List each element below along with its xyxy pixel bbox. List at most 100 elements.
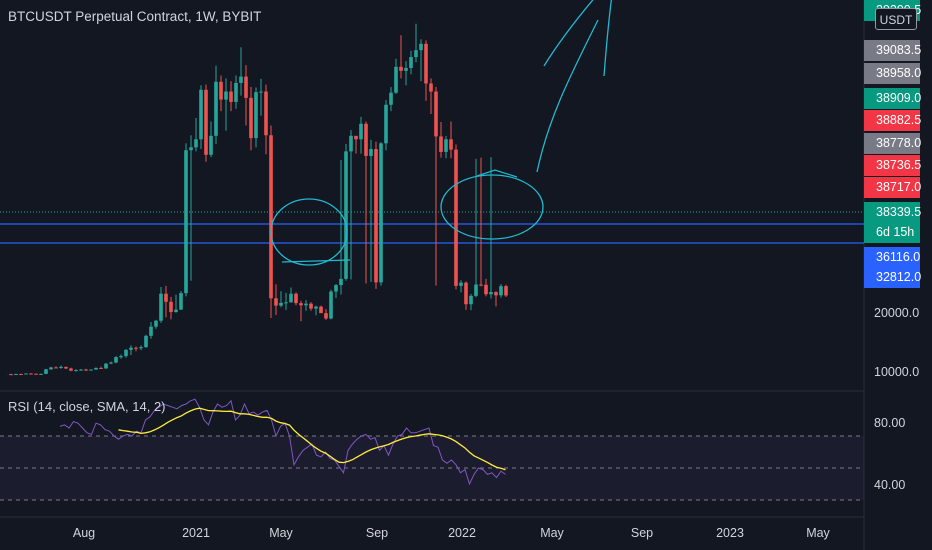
x-tick-label: Aug: [72, 526, 96, 540]
candle-body: [344, 151, 348, 279]
drawing-stroke: [536, 19, 599, 173]
candle-body: [219, 81, 223, 100]
candle-body: [309, 303, 313, 309]
candle-body: [144, 335, 148, 348]
x-tick-label: May: [806, 526, 830, 540]
candle-body: [504, 286, 508, 296]
candle-body: [84, 369, 88, 371]
candle-body: [469, 295, 473, 305]
price-label: 38882.5: [864, 110, 921, 131]
price-label: 38778.0: [864, 133, 921, 154]
candle-body: [429, 83, 433, 92]
candle-body: [474, 284, 478, 296]
candle-body: [479, 284, 483, 286]
candle-body: [489, 292, 493, 295]
candle-body: [314, 306, 318, 309]
candle-body: [304, 303, 308, 306]
candle-body: [274, 298, 278, 306]
candle-body: [444, 139, 448, 152]
currency-button[interactable]: USDT: [875, 8, 917, 30]
candle-body: [164, 293, 168, 302]
candle-body: [184, 150, 188, 294]
candle-body: [169, 301, 173, 313]
candle-body: [334, 285, 338, 292]
candle-body: [289, 293, 293, 303]
candle-body: [284, 302, 288, 304]
candle-body: [409, 57, 413, 68]
candle-body: [449, 139, 453, 150]
candle-body: [269, 135, 273, 299]
candle-body: [159, 293, 163, 321]
candle-body: [149, 326, 153, 336]
candle-body: [494, 292, 498, 296]
price-label: 36116.0: [864, 247, 920, 268]
candle-body: [99, 367, 103, 369]
y-tick-label: 20000.0: [874, 306, 920, 320]
price-label: 38339.5: [864, 202, 921, 223]
x-tick-label: May: [540, 526, 564, 540]
candle-body: [74, 370, 78, 372]
candle-body: [424, 43, 428, 84]
candle-body: [389, 92, 393, 105]
candle-body: [324, 313, 328, 319]
candle-body: [454, 149, 458, 286]
drawing-stroke: [476, 169, 518, 178]
candle-body: [129, 347, 133, 350]
candle-body: [279, 302, 283, 306]
candle-body: [234, 82, 238, 102]
candle-body: [399, 66, 403, 71]
candle-body: [404, 67, 408, 71]
candle-body: [174, 309, 178, 313]
candle-body: [139, 347, 143, 349]
drawing-ellipse-1: [270, 198, 348, 266]
candle-body: [354, 135, 358, 140]
candle-body: [499, 286, 503, 296]
candle-body: [339, 278, 343, 286]
candle-body: [249, 97, 253, 139]
x-tick-label: Sep: [365, 526, 389, 540]
candle-body: [359, 123, 363, 140]
x-tick-label: Sep: [630, 526, 654, 540]
candle-body: [54, 367, 58, 369]
drawing-stroke: [281, 259, 351, 263]
candle-body: [349, 135, 353, 152]
candle-body: [49, 367, 53, 370]
candle-body: [109, 362, 113, 364]
candle-body: [194, 139, 198, 148]
candle-body: [59, 366, 63, 368]
candle-body: [379, 143, 383, 283]
candle-body: [419, 43, 423, 51]
rsi-y-tick-label: 80.00: [874, 416, 906, 430]
candle-body: [439, 136, 443, 152]
price-label: 38717.0: [864, 177, 921, 198]
drawing-stroke: [543, 0, 594, 67]
candle-body: [239, 76, 243, 83]
candle-body: [14, 374, 18, 376]
candle-body: [414, 50, 418, 58]
rsi-line: [59, 398, 506, 486]
rsi-y-tick-label: 40.00: [874, 478, 906, 492]
candle-body: [259, 91, 263, 93]
x-tick-label: 2023: [716, 526, 744, 540]
candle-body: [124, 349, 128, 357]
candle-body: [179, 293, 183, 310]
candle-body: [484, 284, 488, 295]
candle-body: [79, 369, 83, 371]
candle-body: [329, 291, 333, 319]
candle-body: [364, 123, 368, 156]
candle-body: [199, 89, 203, 140]
price-label: 32812.0: [864, 267, 921, 288]
candle-body: [89, 369, 93, 371]
drawing-ellipse-2: [440, 174, 544, 240]
candle-body: [29, 373, 33, 375]
candle-body: [229, 91, 233, 102]
candle-body: [254, 92, 258, 139]
candle-body: [69, 368, 73, 371]
candle-body: [24, 373, 28, 375]
candle-body: [464, 282, 468, 305]
rsi-title: RSI (14, close, SMA, 14, 2): [8, 399, 166, 414]
price-label: 38909.0: [864, 88, 921, 109]
price-label: 39083.5: [864, 40, 921, 61]
